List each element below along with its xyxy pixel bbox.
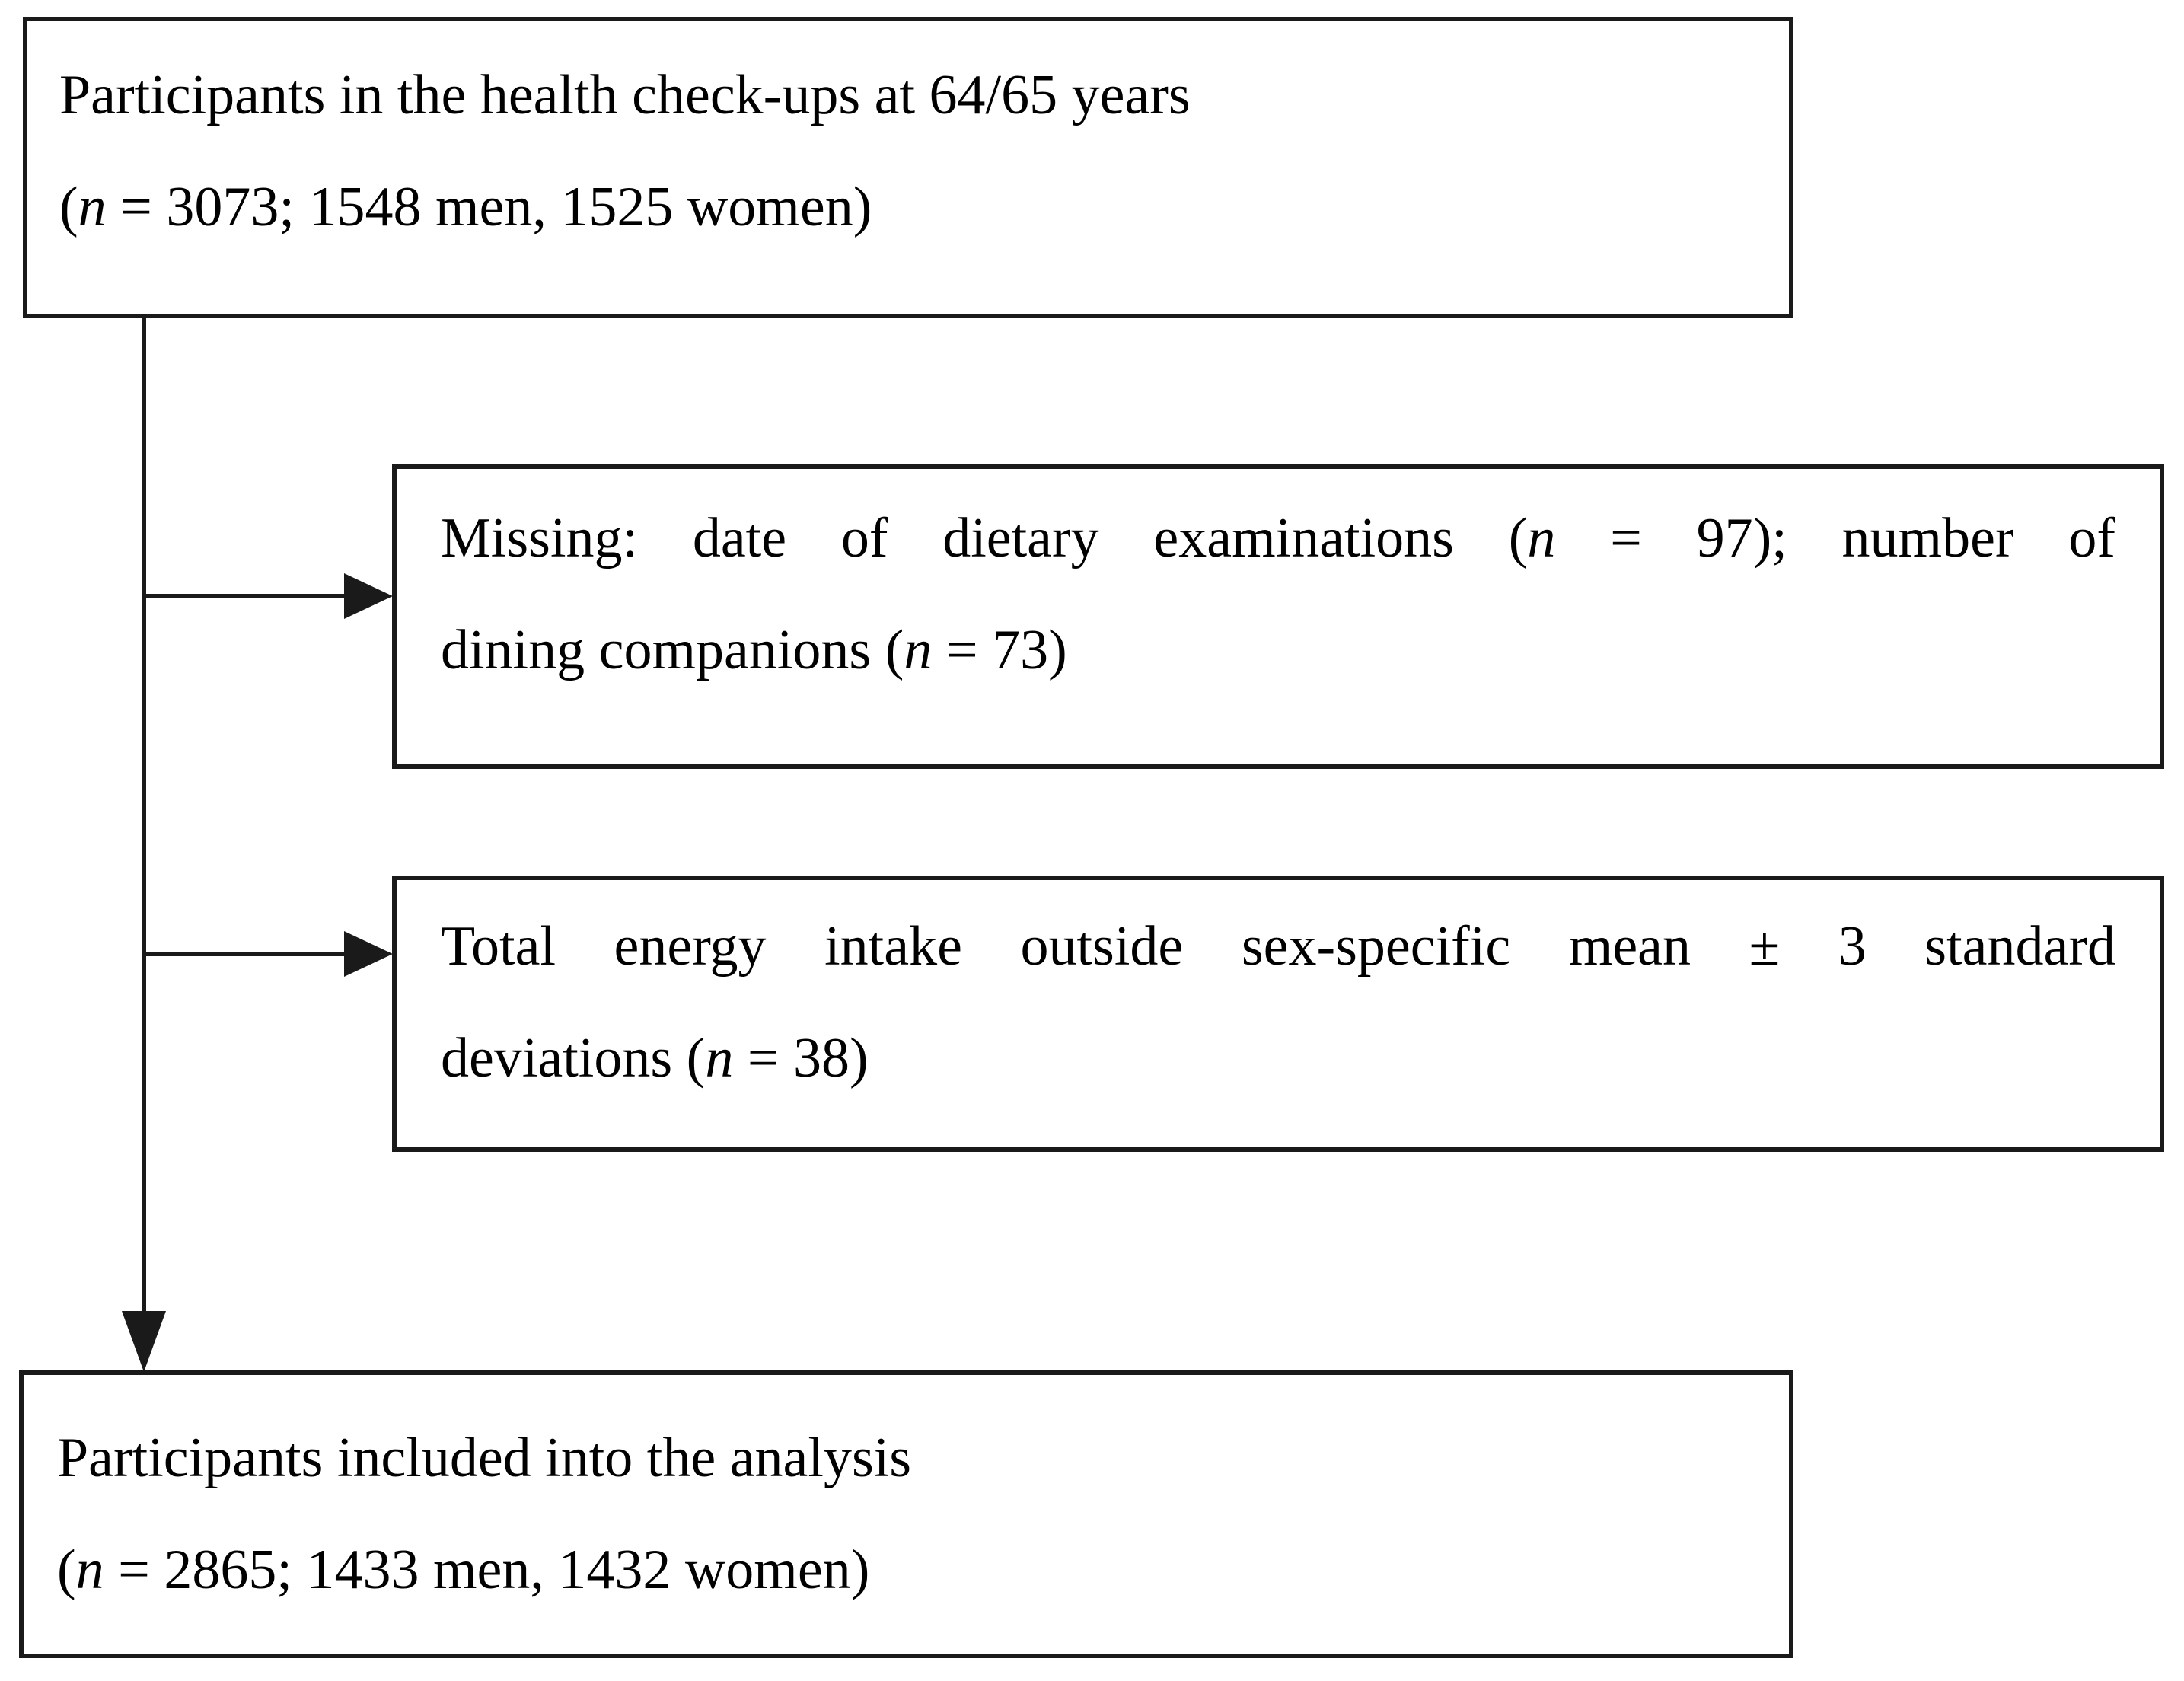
exclusion1-line1-text: Missing: date of dietary examinations ( — [441, 507, 1528, 569]
paren-open: ( — [57, 1539, 76, 1601]
exclusion1-line2-count: = 73) — [932, 619, 1067, 681]
source-box-line2: (n = 3073; 1548 men, 1525 women) — [59, 152, 1751, 263]
exclusion1-right-arrowhead-icon — [344, 573, 393, 619]
exclusion1-line1: Missing: date of dietary examinations (n… — [441, 483, 2115, 595]
exclusion2-right-arrowhead-icon — [344, 931, 393, 977]
n-symbol: n — [78, 176, 107, 238]
source-box-line1: Participants in the health check-ups at … — [59, 64, 1191, 126]
paren-open: ( — [59, 176, 78, 238]
n-symbol: n — [904, 619, 933, 681]
result-box-line1: Participants included into the analysis — [57, 1427, 912, 1489]
exclusion1-line1-count: = 97); number of — [1555, 507, 2115, 569]
exclusion2-line2-count: = 38) — [733, 1027, 869, 1089]
exclusion-box-energy-outliers: Total energy intake outside sex-specific… — [392, 876, 2164, 1152]
n-symbol: n — [75, 1539, 104, 1601]
n-symbol: n — [705, 1027, 734, 1089]
exclusion2-line2-text: deviations ( — [441, 1027, 706, 1089]
source-box: Participants in the health check-ups at … — [23, 17, 1793, 318]
result-box-line2: (n = 2865; 1433 men, 1432 women) — [57, 1514, 1751, 1626]
exclusion1-line2: dining companions (n = 73) — [441, 595, 2115, 707]
exclusion1-line2-text: dining companions ( — [441, 619, 904, 681]
n-symbol: n — [1527, 507, 1556, 569]
result-box: Participants included into the analysis … — [19, 1370, 1793, 1658]
source-box-counts: = 3073; 1548 men, 1525 women) — [106, 176, 872, 238]
down-arrowhead-icon — [122, 1311, 166, 1372]
result-box-counts: = 2865; 1433 men, 1432 women) — [104, 1539, 870, 1601]
exclusion2-line1: Total energy intake outside sex-specific… — [441, 915, 2115, 978]
exclusion2-line2: deviations (n = 38) — [441, 1003, 2115, 1115]
exclusion-box-missing-data: Missing: date of dietary examinations (n… — [392, 464, 2164, 769]
